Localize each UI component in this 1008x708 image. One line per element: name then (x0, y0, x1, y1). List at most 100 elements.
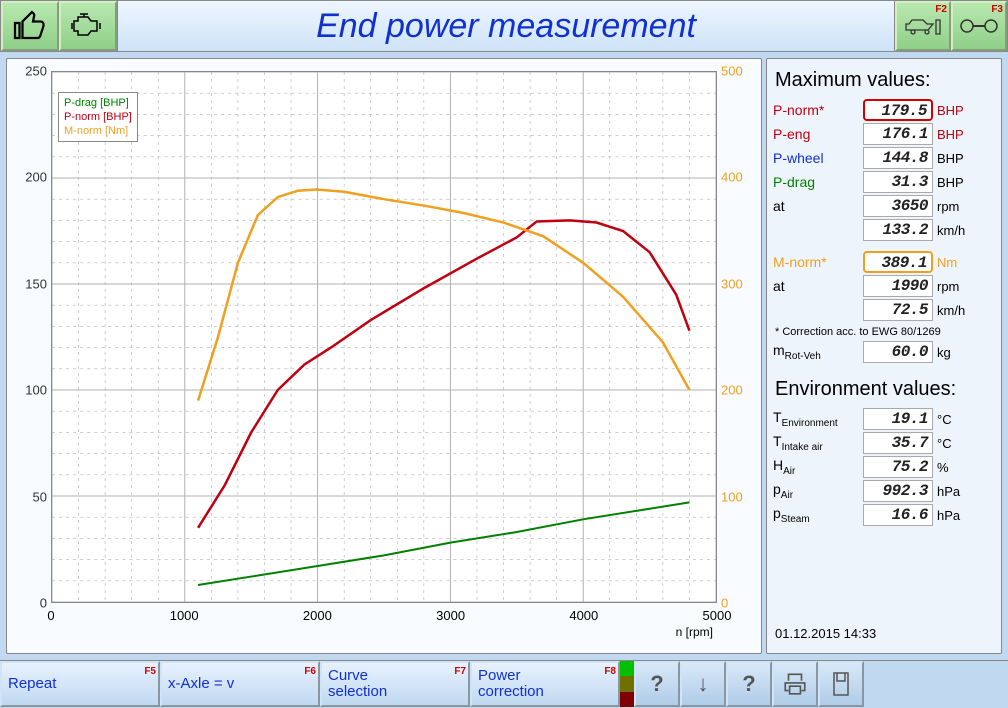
engine-button[interactable] (59, 1, 117, 51)
footer-button-f8[interactable]: F8Power correction (470, 661, 620, 707)
x-tick: 5000 (703, 608, 732, 623)
info-icon: ? (742, 671, 755, 697)
value-label: HAir (773, 457, 859, 477)
value-readout: 179.5 (863, 99, 933, 121)
help-button[interactable]: ? (634, 661, 680, 707)
y-tick-right: 200 (721, 383, 761, 398)
value-readout: 16.6 (863, 504, 933, 526)
button-label: x-Axle = v (168, 676, 312, 692)
fkey-label: F7 (454, 664, 466, 680)
value-unit: BHP (937, 151, 977, 166)
value-readout: 389.1 (863, 251, 933, 273)
max-row: P-drag31.3 BHP (773, 170, 995, 194)
value-label: P-norm* (773, 102, 859, 118)
fkey-label: F5 (144, 664, 156, 680)
ok-button[interactable] (1, 1, 59, 51)
x-tick: 3000 (436, 608, 465, 623)
value-unit: °C (937, 436, 977, 451)
chart-curves (52, 72, 716, 602)
button-label: Repeat (8, 676, 152, 692)
axle-button[interactable]: F3 (951, 1, 1007, 51)
value-label: pSteam (773, 505, 859, 525)
mrot-unit: kg (937, 345, 977, 360)
value-readout: 75.2 (863, 456, 933, 478)
help-icon: ? (650, 671, 663, 697)
vehicle-button[interactable]: F2 (895, 1, 951, 51)
x-tick: 1000 (170, 608, 199, 623)
value-readout: 3650 (863, 195, 933, 217)
x-tick: 4000 (569, 608, 598, 623)
mrot-value: 60.0 (863, 341, 933, 363)
mrot-row: mRot-Veh 60.0 kg (773, 340, 995, 364)
value-label: P-wheel (773, 150, 859, 166)
env-heading: Environment values: (775, 378, 995, 401)
y-tick-left: 100 (7, 383, 47, 398)
value-unit: °C (937, 412, 977, 427)
max-row: P-norm*179.5 BHP (773, 98, 995, 122)
value-readout: 176.1 (863, 123, 933, 145)
arrow-down-icon: ↓ (698, 671, 709, 697)
value-unit: km/h (937, 303, 977, 318)
value-label: P-eng (773, 126, 859, 142)
max-row: 133.2km/h (773, 218, 995, 242)
max-row: P-wheel144.8 BHP (773, 146, 995, 170)
y-tick-left: 150 (7, 276, 47, 291)
printer-icon (782, 671, 808, 697)
value-unit: rpm (937, 279, 977, 294)
value-readout: 133.2 (863, 219, 933, 241)
legend-item: P-norm [BHP] (64, 110, 132, 124)
value-label: at (773, 198, 859, 214)
save-button[interactable] (818, 661, 864, 707)
x-axis-label: n [rpm] (676, 625, 713, 639)
print-button[interactable] (772, 661, 818, 707)
main-area: P-drag [BHP]P-norm [BHP]M-norm [Nm] n [r… (0, 52, 1008, 660)
footer-button-f7[interactable]: F7Curve selection (320, 661, 470, 707)
legend-item: M-norm [Nm] (64, 124, 132, 138)
side-panel: Maximum values: P-norm*179.5 BHP P-eng176.… (766, 58, 1002, 654)
torque-row: at1990rpm (773, 274, 995, 298)
value-unit: % (937, 460, 977, 475)
env-row: HAir75.2% (773, 455, 995, 479)
value-readout: 35.7 (863, 432, 933, 454)
value-unit: Nm (937, 255, 977, 270)
value-unit: hPa (937, 484, 977, 499)
value-readout: 992.3 (863, 480, 933, 502)
chart-pane: P-drag [BHP]P-norm [BHP]M-norm [Nm] n [r… (6, 58, 762, 654)
value-readout: 144.8 (863, 147, 933, 169)
value-label: P-drag (773, 174, 859, 190)
down-button[interactable]: ↓ (680, 661, 726, 707)
env-row: pSteam16.6 hPa (773, 503, 995, 527)
timestamp: 01.12.2015 14:33 (773, 622, 995, 645)
header-bar: End power measurement F2 F3 (0, 0, 1008, 52)
car-lift-icon (903, 14, 943, 38)
env-row: pAir992.3 hPa (773, 479, 995, 503)
y-tick-right: 300 (721, 276, 761, 291)
env-row: TIntake air35.7°C (773, 431, 995, 455)
value-unit: BHP (937, 175, 977, 190)
y-tick-right: 400 (721, 170, 761, 185)
info-button[interactable]: ? (726, 661, 772, 707)
button-label: Power correction (478, 668, 612, 700)
chart-legend: P-drag [BHP]P-norm [BHP]M-norm [Nm] (58, 92, 138, 142)
fkey-label: F3 (991, 4, 1003, 15)
torque-row: 72.5 km/h (773, 298, 995, 322)
value-label: TEnvironment (773, 409, 859, 429)
torque-row: M-norm*389.1 Nm (773, 250, 995, 274)
y-tick-right: 100 (721, 489, 761, 504)
max-heading: Maximum values: (775, 69, 995, 92)
value-unit: BHP (937, 127, 977, 142)
value-label: pAir (773, 481, 859, 501)
value-label: at (773, 278, 859, 294)
footer-button-f6[interactable]: F6x-Axle = v (160, 661, 320, 707)
footer-button-f5[interactable]: F5Repeat (0, 661, 160, 707)
y-tick-left: 250 (7, 64, 47, 79)
engine-icon (70, 11, 106, 41)
value-unit: hPa (937, 508, 977, 523)
value-unit: BHP (937, 103, 977, 118)
value-label: M-norm* (773, 254, 859, 270)
y-tick-right: 500 (721, 64, 761, 79)
value-readout: 31.3 (863, 171, 933, 193)
x-tick: 0 (47, 608, 54, 623)
y-tick-left: 200 (7, 170, 47, 185)
value-readout: 72.5 (863, 299, 933, 321)
